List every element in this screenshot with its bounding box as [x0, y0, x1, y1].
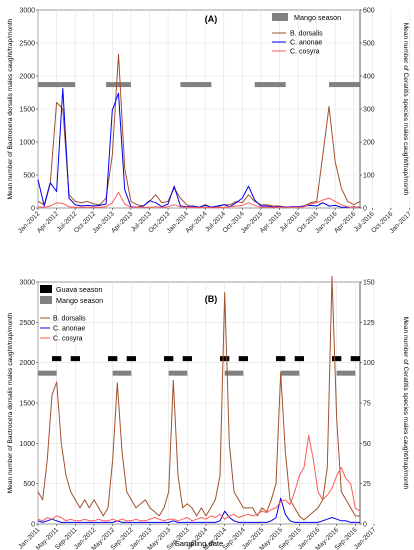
mango-season-bar — [224, 370, 244, 376]
mango-season-bar — [329, 82, 360, 88]
panel-b: 0 500 1000 1500 2000 2500 3000 0 25 50 75 100 125 150… — [7, 275, 409, 550]
legend-guava-label: Guava season — [56, 285, 102, 294]
ytick-left-label: 2500 — [19, 320, 35, 327]
mango-season-bar — [254, 82, 286, 88]
ytick-left-label: 1000 — [19, 441, 35, 448]
legend-mango-label: Mango season — [294, 13, 341, 22]
ytick-right-label: 0 — [363, 522, 367, 529]
ytick-left-label: 1500 — [19, 401, 35, 408]
panel-a-legend: Mango season B. dorsalis C. anonae C. co… — [272, 13, 341, 56]
guava-season-bar — [52, 356, 62, 362]
panel-a-label: (A) — [205, 14, 218, 24]
mango-season-bar — [180, 82, 212, 88]
legend-guava-swatch — [40, 285, 52, 293]
ytick-left-label: 500 — [23, 173, 35, 180]
mango-season-bar — [168, 370, 188, 376]
legend-mango-label-b: Mango season — [56, 296, 103, 305]
ytick-left-label: 2000 — [19, 74, 35, 81]
ytick-right-label: 500 — [363, 41, 375, 48]
mango-season-bar — [106, 82, 131, 88]
legend-anonae-label-b: C. anonae — [53, 326, 85, 333]
panel-b-xlabel: Sampling date — [175, 539, 224, 548]
panel-b-series — [37, 275, 361, 523]
ytick-right-label: 75 — [363, 401, 371, 408]
guava-season-bar — [294, 356, 304, 362]
ytick-right-label: 100 — [363, 173, 375, 180]
panel-b-ylabel-left: Mean number of Bactrocera dorsalis males… — [7, 312, 14, 493]
legend-mango-swatch — [272, 13, 288, 21]
guava-season-bar — [182, 356, 192, 362]
mango-season-bar — [336, 370, 356, 376]
panel-b-season-bars — [38, 356, 360, 376]
guava-season-bar — [70, 356, 80, 362]
panel-a-season-bars — [38, 82, 360, 88]
guava-season-bar — [108, 356, 118, 362]
ytick-left-label: 3000 — [19, 280, 35, 287]
legend-dorsalis-label: B. dorsalis — [290, 31, 323, 38]
mango-season-bar — [38, 82, 76, 88]
legend-cosyra-label-b: C. cosyra — [53, 336, 83, 343]
series-line-c-cosyra — [37, 191, 361, 209]
ytick-left-label: 1000 — [19, 140, 35, 147]
ytick-right-label: 300 — [363, 107, 375, 114]
ytick-right-label: 200 — [363, 140, 375, 147]
guava-season-bar — [164, 356, 174, 362]
panel-a-grid — [37, 9, 410, 209]
guava-season-bar — [276, 356, 286, 362]
mango-season-bar — [112, 370, 132, 376]
ytick-left-label: 2500 — [19, 41, 35, 48]
guava-season-bar — [238, 356, 248, 362]
ytick-right-label: 125 — [363, 320, 375, 327]
legend-cosyra-label: C. cosyra — [290, 49, 320, 56]
ytick-right-label: 100 — [363, 360, 375, 367]
panel-a: 0 500 1000 1500 2000 2500 3000 0 100 200 300 400 500… — [7, 8, 413, 235]
panel-a-ylabel-left: Mean number of Bactrocera dorsalis males… — [7, 18, 14, 199]
legend-mango-swatch-b — [40, 296, 52, 304]
ytick-left-label: 1500 — [19, 107, 35, 114]
guava-season-bar — [332, 356, 342, 362]
ytick-left-label: 2000 — [19, 360, 35, 367]
mango-season-bar — [280, 370, 300, 376]
ytick-left-label: 0 — [31, 206, 35, 213]
ytick-right-label: 600 — [363, 8, 375, 15]
mango-season-bar — [38, 370, 57, 376]
series-line-c-anonae — [37, 497, 360, 523]
legend-dorsalis-label-b: B. dorsalis — [53, 316, 86, 323]
ytick-left-label: 500 — [23, 481, 35, 488]
ytick-left-label: 3000 — [19, 8, 35, 15]
series-line-b-dorsalis — [37, 275, 360, 521]
ytick-left-label: 0 — [31, 522, 35, 529]
ytick-right-label: 25 — [363, 481, 371, 488]
panel-b-label: (B) — [205, 294, 218, 304]
ytick-right-label: 50 — [363, 441, 371, 448]
guava-season-bar — [126, 356, 136, 362]
ytick-right-label: 0 — [363, 206, 367, 213]
panel-a-ylabel-right: Mean number of Ceratitis species males c… — [402, 23, 409, 196]
series-line-c-cosyra — [37, 434, 361, 522]
panel-b-legend: Guava season Mango season B. dorsalis C.… — [40, 285, 103, 343]
panel-b-ylabel-right: Mean number of Ceratitis species males c… — [402, 317, 409, 490]
guava-season-bar — [220, 356, 230, 362]
legend-anonae-label: C. anonae — [290, 40, 322, 47]
panel-a-series — [37, 53, 361, 209]
ytick-right-label: 400 — [363, 74, 375, 81]
guava-season-bar — [350, 356, 360, 362]
panel-b-grid — [37, 281, 375, 525]
ytick-right-label: 150 — [363, 280, 375, 287]
